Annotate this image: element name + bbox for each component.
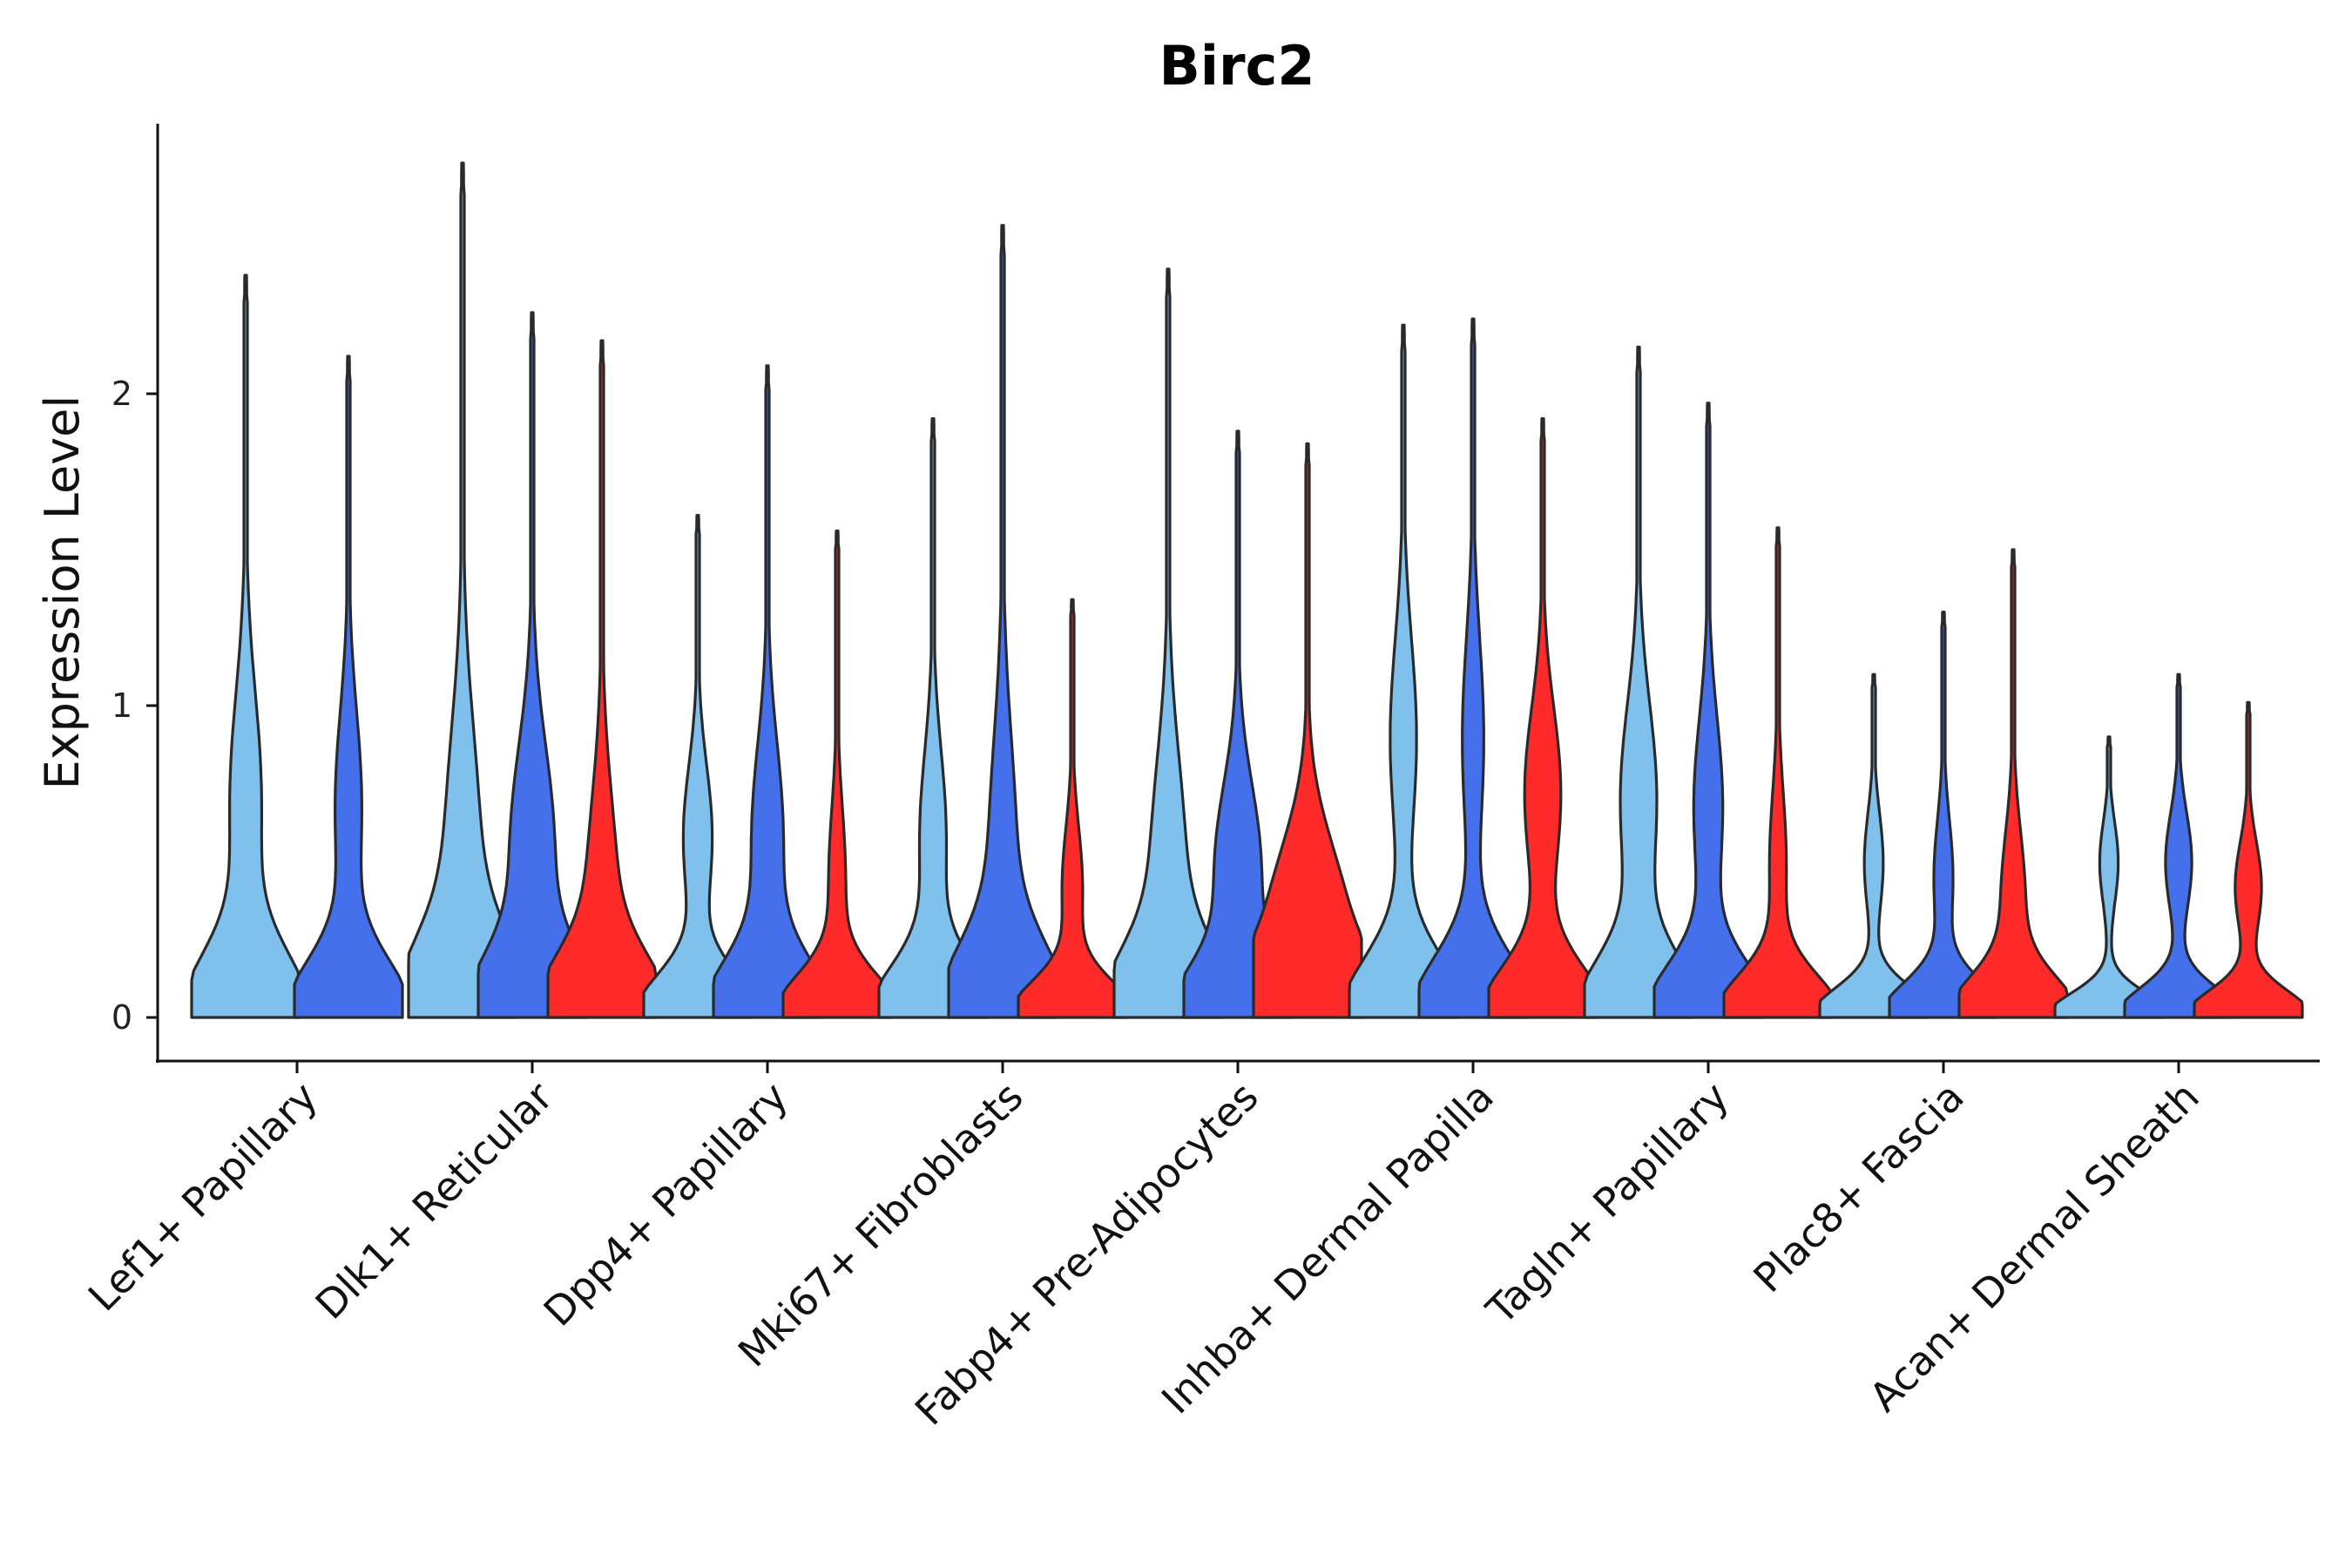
violin-mki67-fibroblasts-group-3	[1017, 598, 1128, 1019]
violin-acan-dermal-sheath-group-1	[2053, 735, 2165, 1019]
violin-mki67-fibroblasts-group-2	[947, 224, 1058, 1019]
violin-plac8-fascia-group-3	[1957, 548, 2069, 1019]
violin-acan-dermal-sheath-group-3	[2193, 700, 2304, 1019]
violin-inhba-dermal-papilla-group-2	[1417, 317, 1529, 1019]
violin-lef1-papillary-group-2	[293, 355, 404, 1019]
violin-dlk1-reticular-group-1	[407, 161, 518, 1019]
violins-layer	[190, 161, 2304, 1019]
violin-acan-dermal-sheath-group-2	[2123, 672, 2234, 1019]
violin-dpp4-papillary-group-1	[642, 514, 754, 1019]
violin-plac8-fascia-group-2	[1888, 611, 1999, 1019]
violin-inhba-dermal-papilla-group-3	[1487, 417, 1598, 1019]
violin-dpp4-papillary-group-2	[712, 364, 823, 1019]
x-tick-label-dlk1-reticular: Dlk1+ Reticular	[307, 1073, 562, 1328]
violin-lef1-papillary-group-1	[190, 274, 301, 1019]
violin-mki67-fibroblasts-group-1	[877, 417, 989, 1019]
x-tick-label-tagln-papillary: Tagln+ Papillary	[1477, 1073, 1738, 1335]
violin-fabp4-pre-adipocytes-group-3	[1252, 442, 1363, 1019]
violin-tagln-papillary-group-3	[1722, 526, 1834, 1019]
chart-title: Birc2	[1159, 34, 1315, 98]
violin-fabp4-pre-adipocytes-group-2	[1182, 429, 1294, 1019]
violin-plac8-fascia-group-1	[1818, 672, 1930, 1019]
y-axis-label: Expression Level	[35, 395, 90, 790]
violin-tagln-papillary-group-1	[1583, 345, 1694, 1019]
violin-inhba-dermal-papilla-group-1	[1348, 323, 1459, 1019]
violin-dlk1-reticular-group-2	[476, 311, 588, 1019]
x-tick-label-plac8-fascia: Plac8+ Fascia	[1744, 1073, 1972, 1301]
violin-dlk1-reticular-group-3	[546, 339, 658, 1019]
x-tick-label-dpp4-papillary: Dpp4+ Papillary	[535, 1073, 797, 1335]
violin-dpp4-papillary-group-3	[781, 529, 893, 1019]
y-tick-label-1: 1	[112, 686, 132, 725]
y-tick-label-2: 2	[112, 375, 132, 413]
x-tick-label-lef1-papillary: Lef1+ Papillary	[79, 1073, 327, 1321]
violin-tagln-papillary-group-2	[1652, 402, 1764, 1019]
violin-fabp4-pre-adipocytes-group-1	[1112, 267, 1224, 1019]
y-tick-label-0: 0	[112, 998, 132, 1037]
y-axis-ticks: 0 1 2	[112, 375, 158, 1037]
